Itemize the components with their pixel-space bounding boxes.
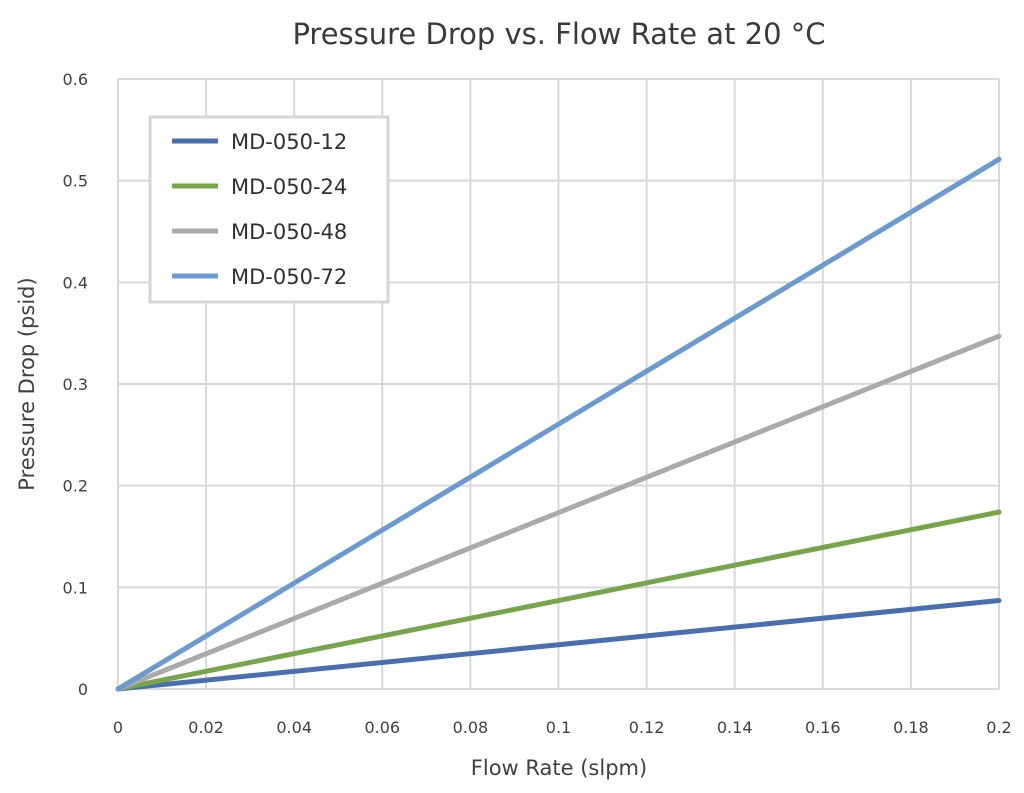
x-tick-label: 0.12 (629, 718, 665, 737)
series-line-md-050-72 (115, 156, 1002, 692)
chart-title: Pressure Drop vs. Flow Rate at 20 °C (292, 17, 825, 51)
x-tick-label: 0.08 (453, 718, 489, 737)
tick-labels: 0 0.02 0.04 0.06 0.08 0.1 0.12 0.14 0.16 0.18 0.2 0… (63, 70, 1012, 737)
y-tick-label: 0.4 (63, 273, 88, 292)
x-tick-label: 0.02 (188, 718, 224, 737)
y-tick-label: 0.6 (63, 70, 88, 89)
legend: MD-050-12 MD-050-24 MD-050-48 MD-050-72 (148, 115, 390, 304)
x-tick-label: 0.18 (893, 718, 929, 737)
series-line-md-050-12 (115, 598, 1002, 692)
series-line-md-050-24 (115, 509, 1002, 692)
y-axis-title: Pressure Drop (psid) (15, 277, 39, 490)
series-line-md-050-48 (115, 333, 1002, 692)
legend-label: MD-050-12 (231, 130, 347, 154)
x-axis-title: Flow Rate (slpm) (471, 756, 647, 780)
y-tick-label: 0.3 (63, 375, 88, 394)
legend-label: MD-050-72 (231, 265, 347, 289)
y-tick-label: 0.1 (63, 578, 88, 597)
x-tick-label: 0.14 (717, 718, 753, 737)
legend-label: MD-050-24 (231, 175, 347, 199)
y-tick-label: 0 (78, 680, 88, 699)
x-tick-label: 0.04 (276, 718, 312, 737)
y-tick-label: 0.5 (63, 172, 88, 191)
legend-label: MD-050-48 (231, 220, 347, 244)
series-lines (115, 156, 1002, 692)
legend-box (148, 115, 390, 304)
x-tick-label: 0.06 (364, 718, 400, 737)
x-tick-label: 0 (113, 718, 123, 737)
x-tick-label: 0.16 (805, 718, 841, 737)
x-tick-label: 0.1 (546, 718, 571, 737)
gridlines (117, 78, 1000, 690)
x-tick-label: 0.2 (986, 718, 1011, 737)
y-tick-label: 0.2 (63, 477, 88, 496)
